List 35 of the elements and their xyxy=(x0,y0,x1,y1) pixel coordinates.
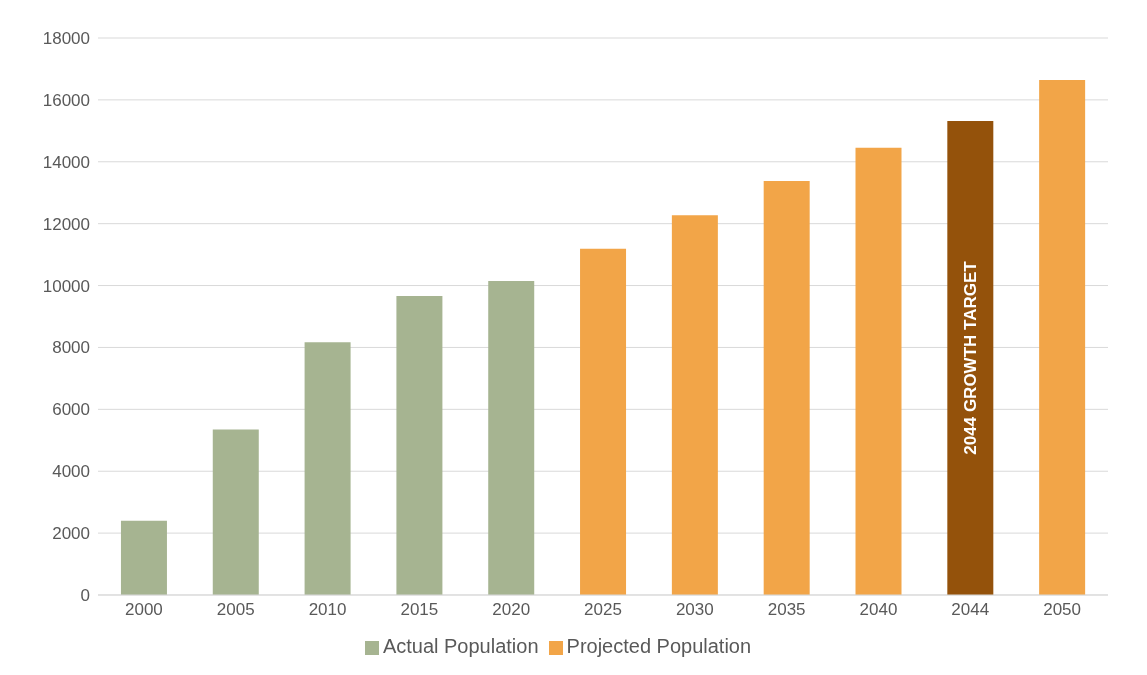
bar xyxy=(212,429,259,595)
legend-label: Actual Population xyxy=(382,635,539,657)
y-tick-label: 14000 xyxy=(42,152,90,172)
x-tick-label: 2025 xyxy=(584,600,622,620)
y-tick-label: 18000 xyxy=(42,29,90,49)
y-tick-label: 4000 xyxy=(52,462,90,482)
bar xyxy=(304,342,351,595)
bar xyxy=(947,120,994,595)
bar xyxy=(671,215,718,595)
annotation: 2044 GROWTH TARGET xyxy=(961,260,981,455)
x-tick-label: 2044 xyxy=(951,600,990,620)
bar xyxy=(120,520,167,595)
x-tick-label: 2020 xyxy=(492,600,531,620)
y-tick-label: 12000 xyxy=(42,214,90,234)
y-tick-label: 16000 xyxy=(42,90,90,110)
bar xyxy=(396,296,443,595)
bar xyxy=(763,180,810,595)
y-tick-label: 10000 xyxy=(42,276,90,296)
y-tick-label: 2000 xyxy=(52,524,90,544)
y-tick-label: 6000 xyxy=(52,400,90,420)
legend-label: Projected Population xyxy=(566,635,752,657)
y-tick-label: 0 xyxy=(80,586,90,606)
x-tick-label: 2005 xyxy=(216,600,255,620)
y-tick-label: 8000 xyxy=(52,338,90,358)
x-tick-label: 2000 xyxy=(125,600,163,620)
bar xyxy=(1039,80,1086,595)
x-tick-label: 2035 xyxy=(767,600,806,620)
x-tick-label: 2010 xyxy=(308,600,347,620)
bar xyxy=(855,147,902,595)
x-tick-label: 2040 xyxy=(859,600,898,620)
x-tick-label: 2015 xyxy=(400,600,439,620)
x-tick-label: 2030 xyxy=(675,600,714,620)
bar xyxy=(488,280,535,595)
bar xyxy=(580,248,627,595)
x-tick-label: 2050 xyxy=(1043,600,1082,620)
